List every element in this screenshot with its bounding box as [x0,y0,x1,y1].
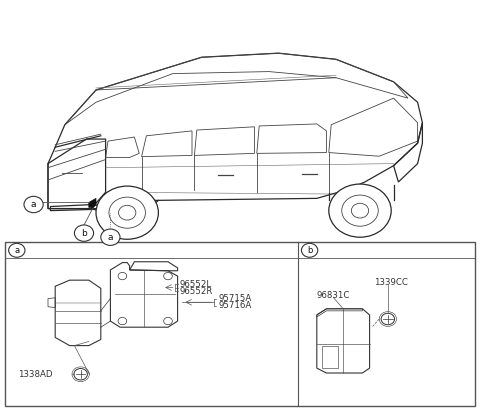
Text: a: a [31,200,36,209]
Text: 1338AD: 1338AD [18,370,53,379]
Text: b: b [81,229,87,238]
Circle shape [301,243,318,257]
Text: 96552R: 96552R [180,287,214,296]
Text: 95716A: 95716A [218,301,252,310]
Circle shape [9,243,25,257]
Text: 95715A: 95715A [218,294,252,303]
Circle shape [24,196,43,213]
FancyBboxPatch shape [5,242,475,406]
Circle shape [381,313,395,325]
Text: 96552L: 96552L [180,280,212,289]
Text: 96831C: 96831C [317,291,350,300]
Text: a: a [14,246,19,255]
Circle shape [101,229,120,245]
Text: a: a [108,233,113,242]
Polygon shape [89,198,96,207]
Circle shape [74,369,87,380]
Text: b: b [307,246,312,255]
Circle shape [329,184,391,237]
Text: 1339CC: 1339CC [374,278,408,287]
FancyBboxPatch shape [322,346,338,368]
Circle shape [96,186,158,239]
Circle shape [74,225,94,241]
